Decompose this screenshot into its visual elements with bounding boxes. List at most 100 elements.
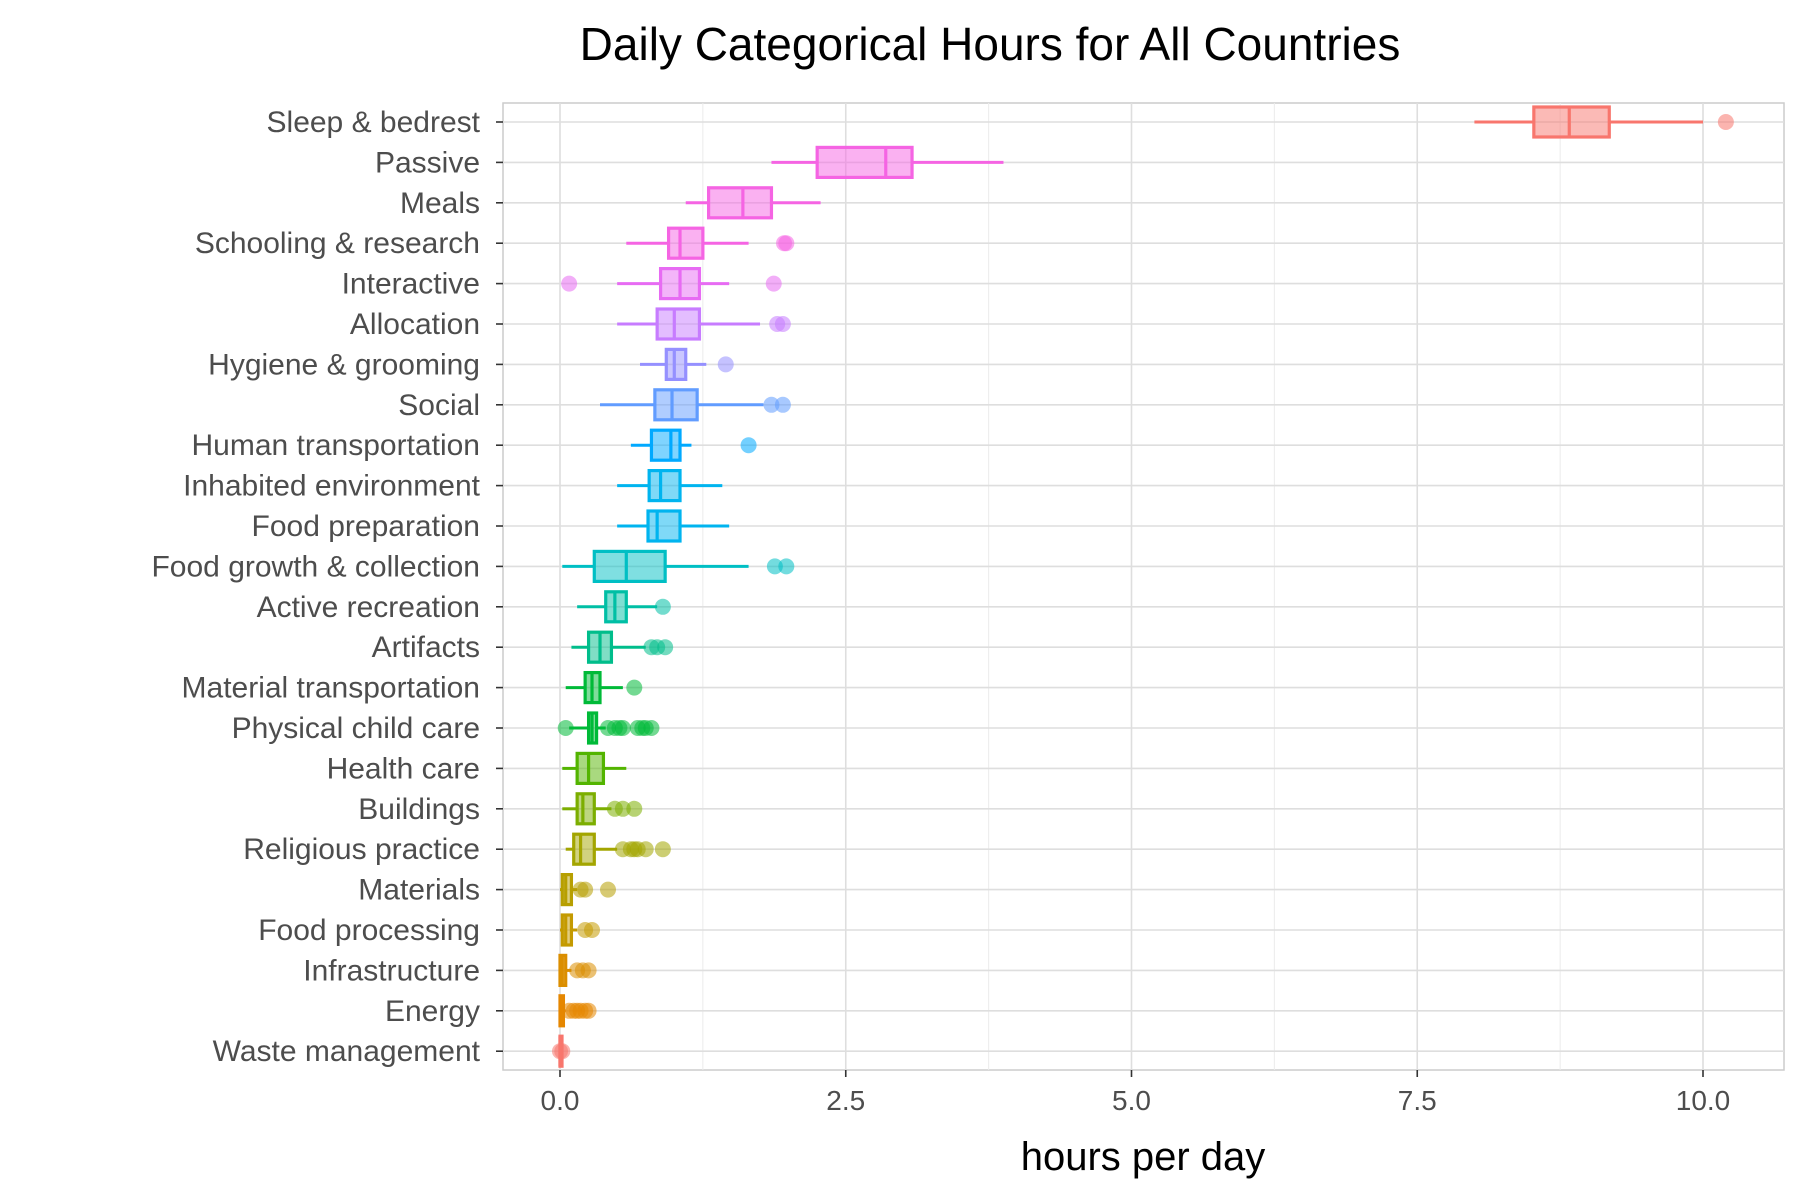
category-label: Food processing (258, 914, 480, 947)
box-iqr (575, 792, 596, 826)
box-group (558, 953, 597, 988)
panel-border (502, 102, 1785, 1071)
category-label: Social (398, 389, 480, 422)
outlier-point (717, 356, 734, 373)
box-group (562, 549, 795, 584)
chart-title: Daily Categorical Hours for All Countrie… (580, 18, 1401, 70)
outlier-point (561, 275, 578, 292)
box-group (565, 670, 643, 705)
box-iqr (666, 226, 705, 260)
box-group (571, 630, 674, 664)
box-group (640, 347, 734, 381)
box-group (560, 872, 617, 907)
box-series (552, 105, 1734, 1068)
category-axis-labels: Sleep & bedrest Passive Meals Schooling & r… (151, 106, 503, 1068)
box-iqr (706, 186, 774, 220)
outlier-point (657, 639, 674, 656)
category-label: Active recreation (257, 591, 480, 624)
box-group (565, 832, 671, 866)
outlier-point (654, 598, 671, 615)
box-group (626, 226, 795, 260)
box-group (630, 428, 757, 462)
outlier-point (557, 720, 574, 736)
category-label: Physical child care (232, 712, 480, 745)
box-group (557, 711, 660, 745)
box-group (617, 469, 723, 503)
outlier-point (643, 720, 660, 736)
box-group (685, 186, 821, 220)
outlier-point (580, 962, 597, 979)
box-group (617, 307, 791, 341)
category-label: Inhabited environment (183, 470, 481, 503)
outlier-point (637, 841, 654, 858)
box-iqr (649, 428, 682, 462)
outlier-point (774, 316, 791, 332)
category-label: Material transportation (182, 672, 480, 705)
outlier-point (766, 558, 783, 575)
box-group (561, 267, 782, 301)
box-group (1474, 105, 1734, 139)
outlier-point (614, 800, 631, 817)
outlier-point (554, 1043, 571, 1060)
box-iqr (1532, 105, 1611, 139)
category-label: Food growth & collection (151, 550, 480, 583)
box-group (562, 751, 627, 786)
box-iqr (592, 549, 667, 584)
outlier-point (654, 841, 671, 858)
outlier-point (778, 235, 795, 252)
box-iqr (655, 307, 702, 341)
box-group (617, 509, 730, 543)
category-label: Infrastructure (303, 954, 480, 987)
category-label: Energy (385, 995, 480, 1028)
box-iqr (815, 145, 914, 179)
box-group (771, 145, 1004, 179)
box-iqr (653, 388, 699, 422)
outlier-point (577, 881, 594, 898)
category-label: Health care (327, 752, 480, 785)
category-label: Meals (400, 187, 480, 220)
box-iqr (664, 347, 688, 381)
x-tick-label: 2.5 (826, 1085, 865, 1116)
x-tick-label: 0.0 (541, 1085, 580, 1116)
box-group (552, 1034, 571, 1068)
box-group (577, 590, 671, 624)
outlier-point (1717, 114, 1734, 130)
x-tick-label: 5.0 (1112, 1085, 1151, 1116)
outlier-point (774, 396, 791, 413)
category-label: Allocation (350, 308, 480, 341)
box-group (600, 388, 791, 422)
category-label: Waste management (213, 1035, 481, 1068)
outlier-point (580, 1002, 597, 1019)
outlier-point (763, 396, 780, 413)
category-label: Schooling & research (195, 227, 480, 260)
category-label: Religious practice (243, 833, 480, 866)
box-group (558, 994, 597, 1028)
box-group (562, 792, 643, 826)
x-axis-title: hours per day (1021, 1135, 1266, 1179)
category-label: Sleep & bedrest (267, 106, 481, 139)
box-iqr (572, 832, 596, 866)
box-iqr (646, 509, 682, 543)
outlier-point (626, 679, 643, 696)
outlier-point (614, 720, 631, 736)
box-iqr (647, 469, 682, 503)
category-label: Artifacts (372, 631, 480, 664)
x-axis-ticks: 0.0 2.5 5.0 7.5 10.0 (541, 1070, 1731, 1116)
outlier-point (740, 437, 757, 454)
plot-panel (502, 102, 1785, 1071)
x-tick-label: 7.5 (1398, 1085, 1437, 1116)
outlier-point (600, 881, 617, 898)
category-label: Human transportation (192, 429, 481, 462)
category-label: Food preparation (252, 510, 481, 543)
box-group (560, 913, 601, 947)
outlier-point (765, 275, 782, 292)
outlier-point (626, 800, 643, 817)
category-label: Hygiene & grooming (208, 348, 480, 381)
box-iqr (575, 751, 606, 786)
category-label: Materials (358, 874, 480, 907)
outlier-point (778, 558, 795, 575)
category-label: Passive (375, 146, 480, 179)
x-tick-label: 10.0 (1676, 1085, 1731, 1116)
